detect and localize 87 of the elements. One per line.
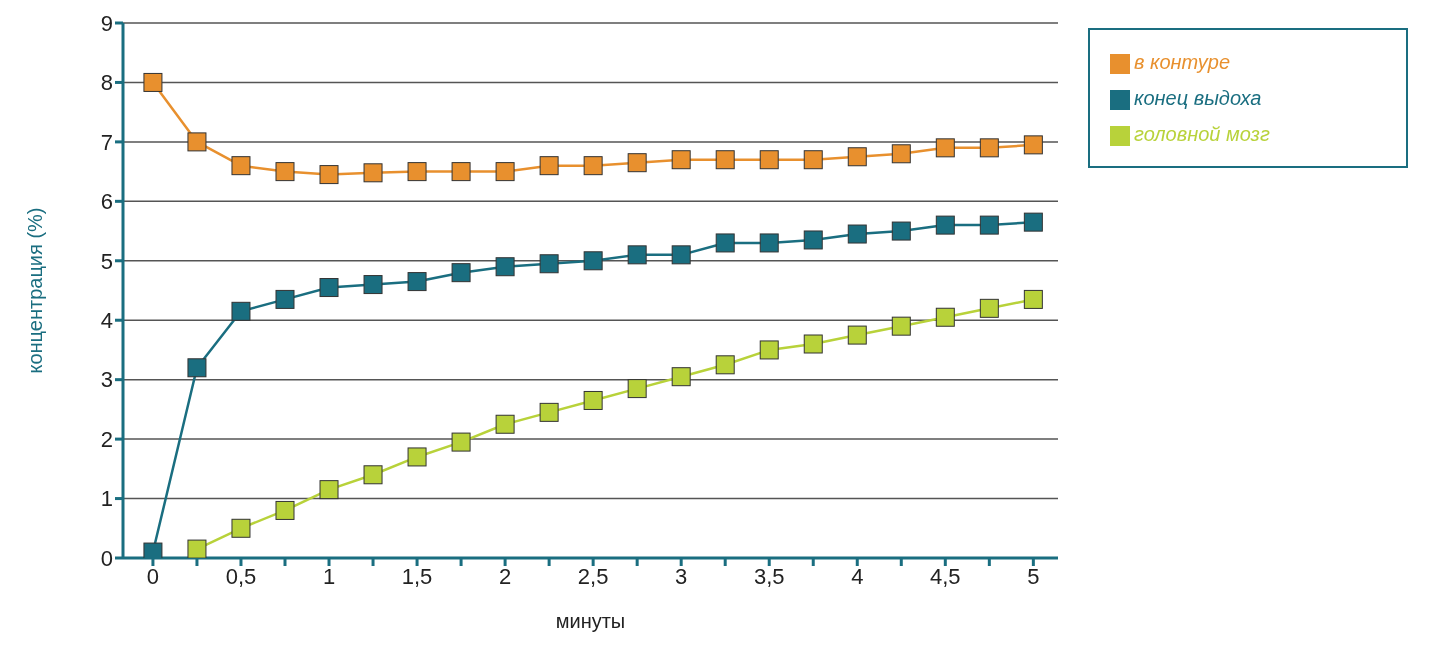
x-tick-label: 0,5: [225, 563, 257, 589]
x-tick-label: 2,5: [577, 563, 609, 589]
y-axis-title: концентрация (%): [24, 207, 47, 374]
legend-label: в контуре: [1134, 51, 1231, 73]
point: [583, 390, 603, 410]
x-tick-label: 3,5: [753, 563, 785, 589]
point: [891, 144, 911, 164]
point: [935, 215, 955, 235]
point: [759, 233, 779, 253]
point: [583, 251, 603, 271]
point: [583, 156, 603, 176]
point: [803, 150, 823, 170]
point: [275, 289, 295, 309]
x-tick-label: 1: [322, 563, 336, 589]
point: [1023, 289, 1043, 309]
y-tick-label: 5: [100, 248, 113, 274]
point: [407, 272, 427, 292]
point: [143, 72, 163, 92]
point: [363, 163, 383, 183]
point: [671, 367, 691, 387]
y-tick-label: 3: [100, 367, 113, 393]
y-tick-label: 0: [100, 545, 113, 571]
point: [407, 447, 427, 467]
point: [451, 162, 471, 182]
point: [495, 414, 515, 434]
point: [187, 358, 207, 378]
y-tick-label: 4: [100, 308, 113, 334]
point: [319, 278, 339, 298]
y-tick-label: 2: [100, 426, 113, 452]
point: [979, 138, 999, 158]
point: [275, 162, 295, 182]
point: [319, 480, 339, 500]
point: [847, 147, 867, 167]
x-tick-label: 4: [851, 563, 864, 589]
point: [891, 316, 911, 336]
point: [715, 355, 735, 375]
y-tick-label: 7: [100, 129, 113, 155]
point: [979, 298, 999, 318]
point: [231, 301, 251, 321]
x-tick-label: 1,5: [401, 563, 433, 589]
point: [847, 224, 867, 244]
point: [539, 156, 559, 176]
point: [627, 379, 647, 399]
point: [451, 263, 471, 283]
point: [1023, 212, 1043, 232]
point: [495, 257, 515, 277]
point: [539, 254, 559, 274]
point: [891, 221, 911, 241]
point: [715, 233, 735, 253]
point: [627, 153, 647, 173]
point: [803, 230, 823, 250]
point: [759, 150, 779, 170]
legend-label: конец выдоха: [1134, 87, 1262, 109]
point: [539, 402, 559, 422]
point: [451, 432, 471, 452]
point: [979, 215, 999, 235]
y-tick-label: 9: [100, 10, 113, 36]
point: [319, 165, 339, 185]
point: [671, 245, 691, 265]
point: [231, 518, 251, 538]
point: [187, 539, 207, 558]
point: [671, 150, 691, 170]
point: [627, 245, 647, 265]
point: [187, 132, 207, 152]
point: [935, 307, 955, 327]
point: [1023, 135, 1043, 155]
x-tick-label: 2: [498, 563, 512, 589]
point: [407, 162, 427, 182]
y-tick-label: 8: [100, 70, 113, 96]
point: [363, 275, 383, 295]
point: [231, 156, 251, 176]
point: [935, 138, 955, 158]
x-axis-title: минуты: [555, 610, 626, 632]
legend-label: головной мозг: [1134, 123, 1270, 145]
x-tick-label: 0: [146, 563, 160, 589]
y-tick-label: 1: [100, 486, 113, 512]
point: [847, 325, 867, 345]
point: [759, 340, 779, 360]
point: [495, 162, 515, 182]
point: [715, 150, 735, 170]
point: [275, 500, 295, 520]
y-tick-label: 6: [100, 189, 113, 215]
point: [363, 465, 383, 485]
x-tick-label: 4,5: [930, 563, 961, 589]
x-tick-label: 3: [675, 563, 688, 589]
x-tick-label: 5: [1027, 563, 1040, 589]
point: [803, 334, 823, 354]
